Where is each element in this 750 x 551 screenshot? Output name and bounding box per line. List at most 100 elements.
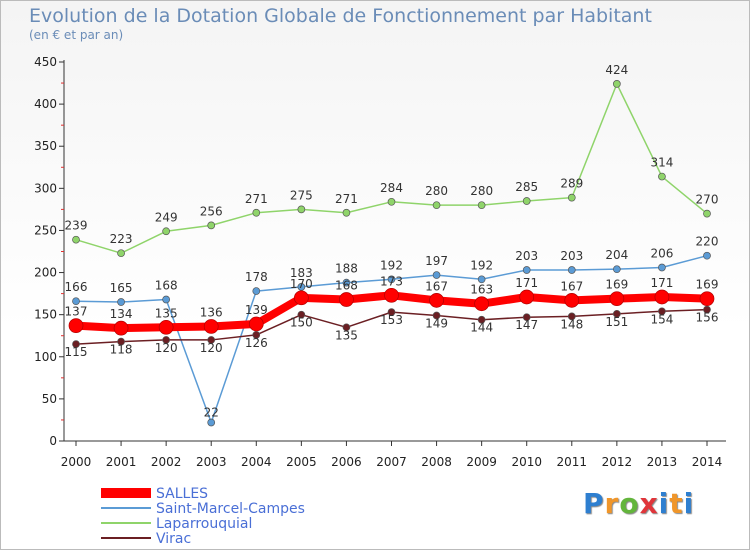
x-tick-label: 2007 bbox=[376, 455, 407, 469]
data-label-saint-marcel-campes: 22 bbox=[204, 405, 219, 419]
data-label-virac: 156 bbox=[696, 311, 719, 325]
data-point-laparrouquial bbox=[387, 197, 396, 206]
data-point-salles bbox=[474, 296, 489, 312]
data-point-virac bbox=[613, 309, 621, 318]
data-label-laparrouquial: 280 bbox=[470, 184, 493, 198]
data-label-laparrouquial: 280 bbox=[425, 184, 448, 198]
data-point-saint-marcel-campes bbox=[117, 298, 125, 306]
y-tick-label: 300 bbox=[34, 181, 57, 195]
data-label-salles: 135 bbox=[155, 306, 178, 320]
data-label-laparrouquial: 271 bbox=[245, 192, 268, 206]
y-tick-label: 150 bbox=[34, 308, 57, 322]
y-tick-label: 350 bbox=[34, 139, 57, 153]
data-point-virac bbox=[342, 323, 351, 332]
data-point-salles bbox=[384, 287, 399, 303]
data-point-saint-marcel-campes bbox=[658, 263, 666, 272]
data-point-saint-marcel-campes bbox=[522, 266, 531, 274]
data-label-saint-marcel-campes: 197 bbox=[425, 254, 448, 268]
data-point-salles bbox=[339, 292, 354, 307]
data-label-virac: 126 bbox=[245, 336, 268, 350]
data-label-laparrouquial: 289 bbox=[560, 177, 583, 191]
data-label-salles: 168 bbox=[335, 279, 358, 293]
data-point-virac bbox=[117, 337, 125, 346]
data-label-salles: 170 bbox=[290, 277, 313, 291]
data-label-virac: 118 bbox=[110, 343, 133, 357]
data-point-laparrouquial bbox=[703, 209, 711, 218]
data-point-laparrouquial bbox=[162, 227, 170, 236]
data-point-saint-marcel-campes bbox=[387, 275, 396, 284]
data-label-virac: 115 bbox=[65, 345, 88, 359]
data-label-saint-marcel-campes: 192 bbox=[470, 258, 493, 272]
logo-letter: r bbox=[604, 487, 620, 520]
x-tick-label: 2001 bbox=[106, 455, 137, 469]
x-tick-label: 2013 bbox=[647, 455, 678, 469]
legend-swatch-saint-marcel-campes bbox=[101, 507, 151, 509]
data-label-salles: 167 bbox=[425, 279, 448, 293]
data-label-virac: 153 bbox=[380, 313, 403, 327]
y-tick-label: 250 bbox=[34, 223, 57, 237]
data-point-virac bbox=[297, 310, 306, 319]
logo-letter: o bbox=[619, 487, 640, 520]
data-label-laparrouquial: 285 bbox=[515, 180, 538, 194]
data-label-salles: 134 bbox=[110, 307, 133, 321]
data-label-virac: 144 bbox=[470, 321, 493, 335]
y-tick-label: 0 bbox=[49, 434, 57, 448]
data-label-virac: 120 bbox=[200, 341, 223, 355]
data-label-saint-marcel-campes: 178 bbox=[245, 270, 268, 284]
series-line-laparrouquial bbox=[75, 83, 708, 254]
data-label-virac: 149 bbox=[425, 317, 448, 331]
data-label-laparrouquial: 256 bbox=[200, 204, 223, 218]
data-point-saint-marcel-campes bbox=[613, 265, 621, 274]
data-label-saint-marcel-campes: 220 bbox=[696, 235, 719, 249]
data-point-virac bbox=[387, 308, 396, 316]
legend-label-salles: SALLES bbox=[156, 486, 208, 502]
legend-swatch-virac bbox=[101, 537, 151, 539]
data-point-saint-marcel-campes bbox=[703, 251, 711, 260]
data-point-virac bbox=[477, 315, 486, 324]
logo-letter: i bbox=[683, 487, 695, 520]
data-point-salles bbox=[609, 291, 625, 307]
x-tick-label: 2012 bbox=[602, 455, 633, 469]
data-point-virac bbox=[252, 331, 261, 339]
data-point-salles bbox=[699, 291, 715, 307]
x-tick-label: 2003 bbox=[196, 455, 227, 469]
data-label-salles: 173 bbox=[380, 274, 403, 288]
y-tick-label: 50 bbox=[42, 392, 57, 406]
legend-label-laparrouquial: Laparrouquial bbox=[156, 516, 252, 532]
data-label-saint-marcel-campes: 192 bbox=[380, 258, 403, 272]
data-point-laparrouquial bbox=[567, 193, 576, 202]
data-label-salles: 163 bbox=[470, 283, 493, 297]
data-point-salles bbox=[564, 292, 580, 308]
data-label-virac: 148 bbox=[560, 317, 583, 331]
logo-letter: x bbox=[639, 487, 659, 520]
x-tick-label: 2000 bbox=[61, 455, 92, 469]
data-label-salles: 136 bbox=[200, 305, 223, 319]
data-label-laparrouquial: 270 bbox=[696, 193, 719, 207]
data-label-virac: 120 bbox=[155, 341, 178, 355]
data-label-salles: 169 bbox=[696, 278, 719, 292]
data-label-salles: 167 bbox=[560, 279, 583, 293]
data-point-laparrouquial bbox=[252, 208, 261, 217]
data-label-virac: 154 bbox=[650, 312, 673, 326]
data-label-laparrouquial: 249 bbox=[155, 210, 178, 224]
proxiti-logo: Proxiti bbox=[583, 487, 694, 520]
data-label-laparrouquial: 284 bbox=[380, 181, 403, 195]
data-label-saint-marcel-campes: 165 bbox=[110, 281, 133, 295]
data-point-laparrouquial bbox=[613, 80, 621, 88]
data-label-saint-marcel-campes: 188 bbox=[335, 262, 358, 276]
x-tick-label: 2005 bbox=[286, 455, 317, 469]
data-label-virac: 147 bbox=[515, 318, 538, 332]
data-point-saint-marcel-campes bbox=[567, 266, 576, 274]
logo-letter: P bbox=[583, 487, 605, 520]
data-point-saint-marcel-campes bbox=[72, 297, 80, 306]
data-point-virac bbox=[72, 340, 80, 348]
data-point-virac bbox=[207, 336, 216, 344]
data-label-saint-marcel-campes: 203 bbox=[560, 249, 583, 263]
data-label-laparrouquial: 314 bbox=[650, 156, 673, 170]
data-label-saint-marcel-campes: 204 bbox=[605, 248, 628, 262]
data-point-laparrouquial bbox=[72, 235, 80, 244]
data-point-saint-marcel-campes bbox=[432, 271, 441, 279]
data-point-salles bbox=[68, 318, 84, 333]
data-point-saint-marcel-campes bbox=[252, 287, 261, 295]
